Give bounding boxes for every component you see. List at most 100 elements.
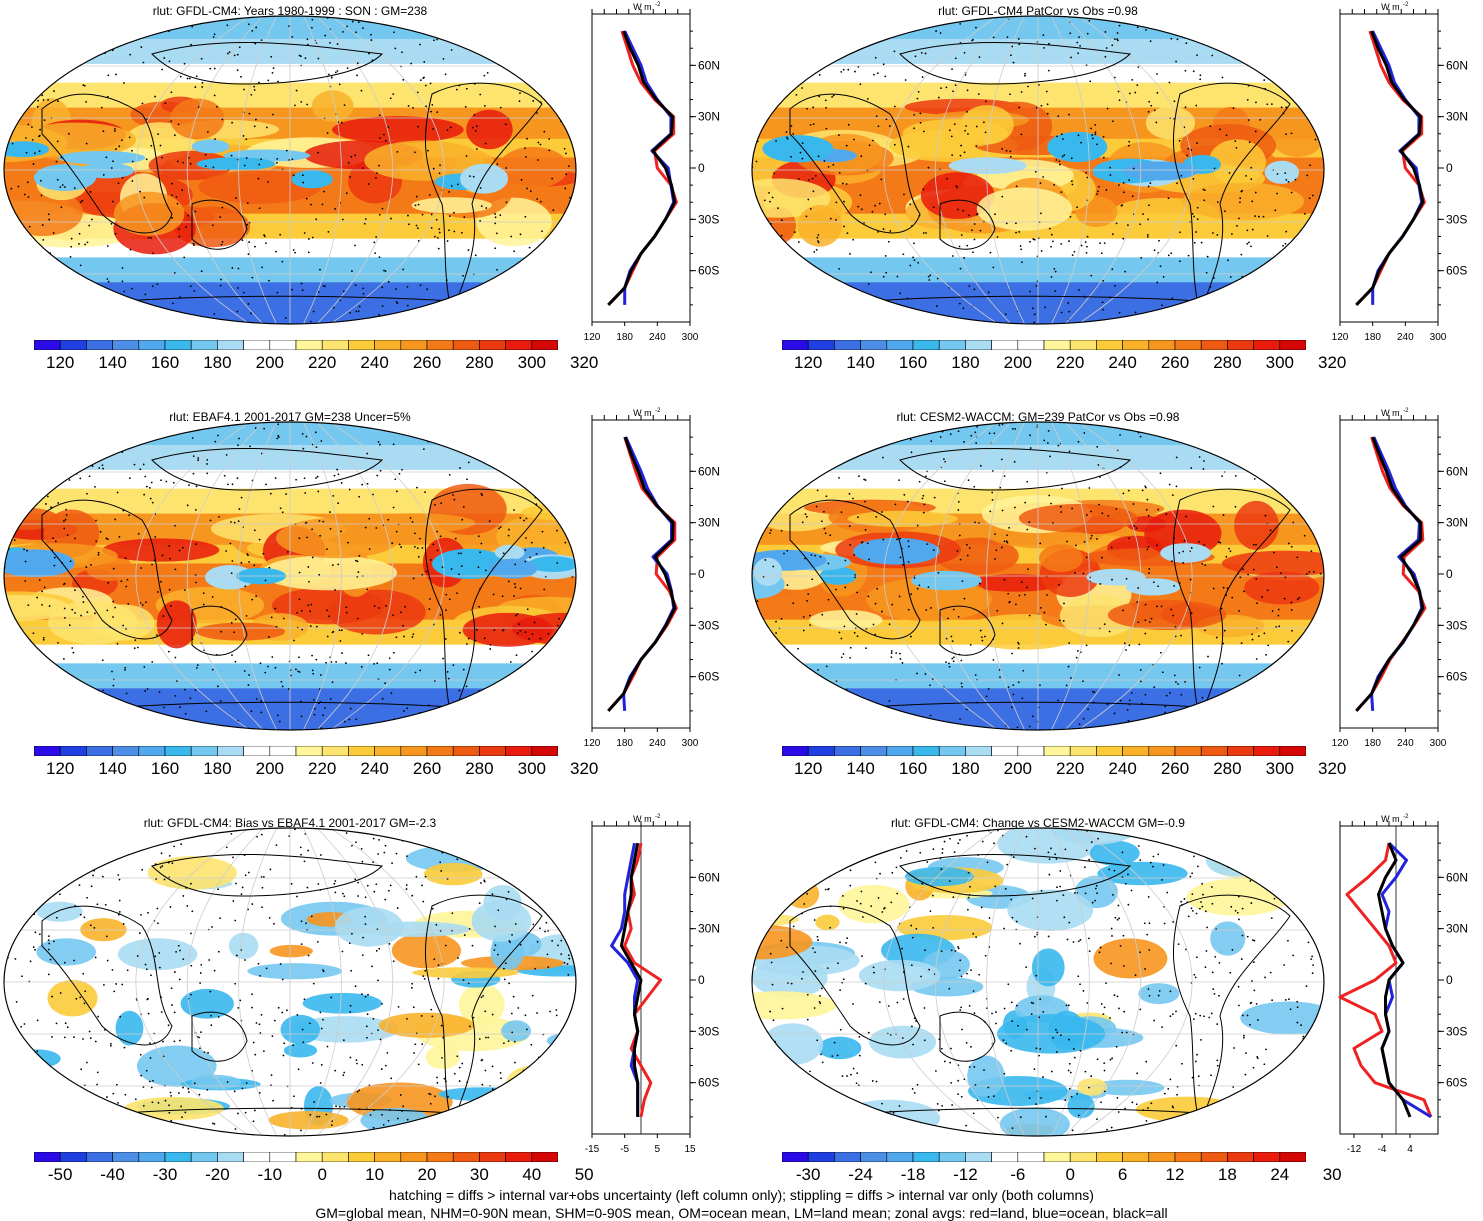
stipple-dot: [194, 689, 197, 691]
stipple-dot: [139, 602, 142, 604]
stipple-dot: [755, 105, 757, 108]
stipple-dot: [305, 435, 308, 438]
stipple-dot: [71, 647, 74, 649]
stipple-dot: [919, 121, 922, 124]
stipple-dot: [34, 46, 37, 49]
stipple-dot: [462, 505, 465, 508]
stipple-dot: [281, 511, 284, 514]
stipple-dot: [300, 853, 302, 856]
stipple-dot: [1118, 311, 1121, 314]
stipple-dot: [868, 144, 871, 147]
stipple-dot: [247, 908, 250, 911]
stipple-dot: [899, 292, 902, 295]
stipple-dot: [387, 126, 390, 129]
stipple-dot: [1043, 439, 1046, 442]
stipple-dot: [1153, 249, 1156, 252]
stipple-dot: [198, 1093, 201, 1096]
stipple-dot: [572, 678, 574, 681]
lat-label: 60N: [698, 870, 720, 884]
unit-label: W m: [1381, 408, 1400, 418]
stipple-dot: [1113, 869, 1116, 872]
stipple-dot: [1159, 472, 1162, 475]
stipple-dot: [116, 642, 119, 645]
stipple-dot: [411, 636, 414, 638]
stipple-dot: [817, 234, 820, 236]
stipple-dot: [227, 483, 229, 486]
stipple-dot: [893, 105, 896, 108]
stipple-dot: [1101, 512, 1104, 515]
stipple-dot: [529, 1103, 532, 1106]
stipple-dot: [184, 1111, 187, 1114]
x-tick-label: 300: [682, 332, 699, 343]
stipple-dot: [253, 85, 256, 88]
stipple-dot: [519, 943, 522, 946]
stipple-dot: [186, 504, 189, 507]
stipple-dot: [146, 485, 148, 488]
stipple-dot: [526, 608, 529, 611]
stipple-dot: [1243, 23, 1246, 25]
graticule-lon: [934, 422, 1012, 730]
stipple-dot: [143, 196, 146, 199]
stipple-dot: [1321, 513, 1324, 516]
map-outline: [3, 827, 577, 1137]
stipple-dot: [1147, 218, 1150, 221]
colorbar-swatch: [217, 340, 244, 350]
stipple-dot: [1180, 634, 1182, 637]
stipple-dot: [837, 962, 839, 965]
stipple-dot: [74, 612, 77, 614]
stipple-dot: [1078, 289, 1080, 291]
stipple-dot: [519, 630, 522, 632]
stipple-dot: [1123, 642, 1126, 645]
stipple-dot: [300, 101, 303, 103]
x-tick-label: 300: [1430, 738, 1447, 749]
stipple-dot: [938, 729, 941, 730]
stipple-dot: [906, 500, 909, 503]
stipple-dot: [789, 886, 791, 889]
stipple-dot: [85, 1124, 88, 1127]
stipple-dot: [1109, 1058, 1112, 1061]
stipple-dot: [335, 661, 337, 663]
stipple-dot: [519, 696, 522, 699]
stipple-dot: [519, 92, 521, 95]
stipple-dot: [199, 424, 202, 427]
stipple-dot: [850, 855, 853, 857]
stipple-dot: [111, 968, 114, 971]
stipple-dot: [932, 206, 935, 209]
stipple-dot: [869, 848, 872, 850]
stipple-dot: [522, 439, 525, 442]
stipple-dot: [755, 834, 758, 837]
stipple-dot: [225, 550, 228, 552]
stipple-dot: [896, 275, 899, 278]
stipple-dot: [274, 477, 277, 480]
stipple-dot: [36, 91, 39, 93]
stipple-dot: [424, 491, 426, 494]
stipple-dot: [993, 432, 996, 435]
stipple-dot: [879, 872, 881, 875]
stipple-dot: [849, 253, 851, 255]
colorbar-swatch: [59, 340, 87, 350]
stipple-dot: [1054, 290, 1057, 292]
stipple-dot: [513, 583, 516, 585]
stipple-dot: [823, 510, 825, 513]
map-title: rlut: CESM2-WACCM: GM=239 PatCor vs Obs …: [896, 410, 1180, 424]
stipple-dot: [530, 46, 533, 49]
stipple-dot: [946, 617, 949, 620]
stipple-dot: [183, 256, 186, 259]
stipple-dot: [752, 710, 753, 713]
stipple-dot: [67, 132, 70, 135]
stipple-dot: [509, 941, 511, 944]
stipple-dot: [994, 213, 996, 216]
stipple-dot: [1145, 28, 1147, 31]
stipple-dot: [431, 1015, 434, 1018]
x-tick-label: 240: [1397, 738, 1414, 749]
stipple-dot: [1113, 38, 1116, 41]
map-plot: [3, 15, 577, 325]
graticule-lon: [986, 422, 1025, 730]
stipple-dot: [25, 151, 28, 154]
stipple-dot: [200, 270, 203, 273]
stipple-dot: [778, 857, 781, 859]
stipple-dot: [1305, 573, 1308, 575]
stipple-dot: [1317, 429, 1320, 431]
stipple-dot: [340, 530, 342, 533]
stipple-dot: [444, 944, 447, 947]
